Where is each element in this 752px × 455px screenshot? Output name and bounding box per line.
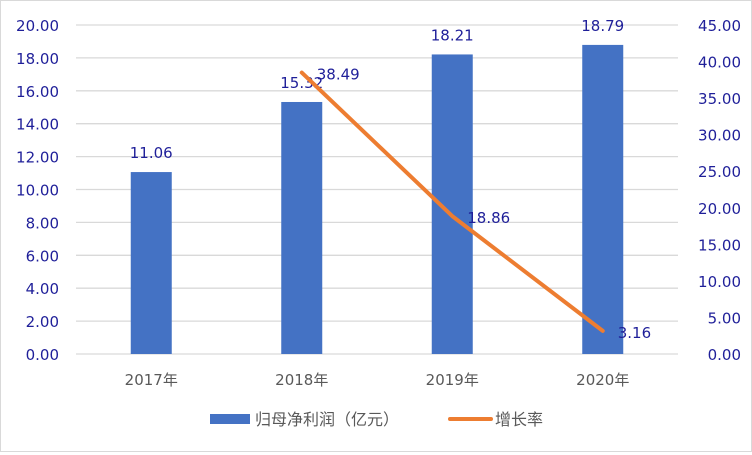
left-axis-tick-label: 4.00 [26,280,59,298]
left-axis-tick-label: 20.00 [16,17,59,35]
line-data-label: 18.86 [467,209,510,227]
left-axis-tick-label: 6.00 [26,247,59,265]
x-axis-categories: 2017年 2018年 2019年 2020年 [125,371,630,389]
right-axis-tick-label: 5.00 [708,309,741,327]
right-axis-tick-label: 25.00 [698,163,741,181]
right-axis-tick-label: 20.00 [698,200,741,218]
left-axis-tick-label: 2.00 [26,313,59,331]
left-axis-tick-label: 10.00 [16,182,59,200]
left-axis-tick-label: 8.00 [26,214,59,232]
growth-line [299,70,605,333]
gridlines [76,24,678,355]
category-label: 2020年 [576,371,629,389]
legend-item-growth-rate: 增长率 [448,410,543,429]
right-axis-tick-label: 45.00 [698,17,741,35]
legend-swatch-bar [210,414,250,424]
category-label: 2017年 [125,371,178,389]
line-data-label: 3.16 [618,324,651,342]
left-axis-tick-label: 18.00 [16,50,59,68]
right-axis-tick-label: 0.00 [708,346,741,364]
category-label: 2019年 [426,371,479,389]
bar-data-label: 11.06 [130,144,173,162]
bar-data-label: 18.21 [431,26,474,44]
right-y-axis: 0.00 5.00 10.00 15.00 20.00 25.00 30.00 35.00 40… [698,17,741,364]
bar-data-label: 15.32 [280,74,323,92]
left-axis-tick-label: 0.00 [26,346,59,364]
bar-series: 11.06 15.32 18.21 18.79 [130,17,624,355]
legend-item-net-profit: 归母净利润（亿元） [210,410,399,429]
bar-data-label: 18.79 [581,17,624,35]
bar [130,172,172,354]
left-axis-tick-label: 12.00 [16,149,59,167]
bar [582,44,624,354]
line-series: 38.49 18.86 3.16 [299,66,651,342]
legend: 归母净利润（亿元） 增长率 [210,410,543,429]
bar [281,101,323,355]
legend-label-growth-rate: 增长率 [495,410,543,429]
line-data-label: 38.49 [317,66,360,84]
right-axis-tick-label: 30.00 [698,127,741,145]
right-axis-tick-label: 35.00 [698,90,741,108]
right-axis-tick-label: 15.00 [698,236,741,254]
right-axis-tick-label: 10.00 [698,273,741,291]
category-label: 2018年 [275,371,328,389]
left-y-axis: 0.00 2.00 4.00 6.00 8.00 10.00 12.00 14.00 16.00… [16,17,59,364]
legend-label-net-profit: 归母净利润（亿元） [255,410,399,429]
left-axis-tick-label: 16.00 [16,83,59,101]
left-axis-tick-label: 14.00 [16,116,59,134]
right-axis-tick-label: 40.00 [698,54,741,72]
